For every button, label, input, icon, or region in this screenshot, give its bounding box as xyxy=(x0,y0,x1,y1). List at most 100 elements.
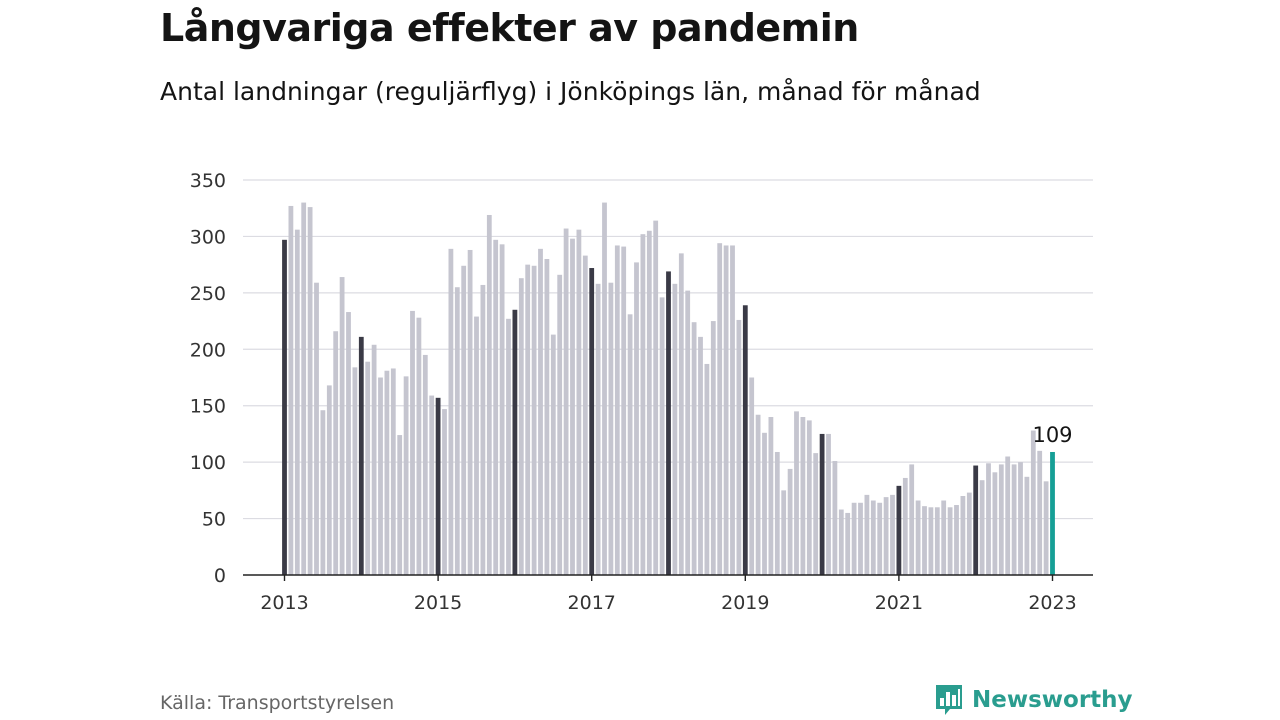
bar xyxy=(966,492,972,575)
x-tick-label: 2021 xyxy=(875,592,923,614)
bar xyxy=(410,310,415,575)
bar xyxy=(877,502,883,575)
bar xyxy=(691,322,697,575)
bar xyxy=(659,297,665,575)
bar xyxy=(870,500,876,575)
bar xyxy=(454,287,460,575)
bar xyxy=(768,417,774,575)
bar xyxy=(352,367,358,575)
bar xyxy=(538,248,543,576)
y-tick-label: 0 xyxy=(214,565,226,587)
bar xyxy=(762,432,767,575)
bar xyxy=(672,283,678,575)
bar xyxy=(941,500,947,575)
bar xyxy=(563,228,569,575)
bar xyxy=(608,282,614,575)
bar xyxy=(858,502,863,575)
bar xyxy=(998,464,1004,575)
bar xyxy=(678,253,684,575)
bar xyxy=(525,264,531,575)
bar xyxy=(1043,481,1049,575)
y-tick-label: 100 xyxy=(190,452,226,474)
bar xyxy=(570,238,575,575)
bar-january xyxy=(512,309,518,575)
newsworthy-logo[interactable]: Newsworthy xyxy=(934,684,1133,716)
bar xyxy=(646,230,652,576)
bar xyxy=(531,265,537,575)
bar xyxy=(320,410,326,575)
bar xyxy=(1018,462,1023,575)
brand-name: Newsworthy xyxy=(972,687,1133,713)
bar xyxy=(301,202,307,576)
y-tick-label: 350 xyxy=(190,170,226,192)
bar xyxy=(1024,476,1030,575)
bar xyxy=(634,262,639,575)
bar xyxy=(416,317,422,575)
bar xyxy=(992,472,998,575)
bar xyxy=(397,435,403,575)
bar xyxy=(800,417,806,575)
bar-january xyxy=(282,239,287,576)
bar xyxy=(550,334,556,575)
y-tick-label: 300 xyxy=(190,226,226,248)
bar xyxy=(832,461,838,575)
bar-chart: 0 50 100 150 200 250 300 350 2013 2015 2017 2019 202… xyxy=(190,170,1093,614)
x-tick-label: 2015 xyxy=(414,592,462,614)
bar xyxy=(826,433,831,575)
bar xyxy=(864,494,870,575)
bar-january xyxy=(896,485,902,575)
bar xyxy=(934,507,940,575)
bar xyxy=(544,259,550,575)
bar xyxy=(314,282,319,575)
bar-january xyxy=(589,268,595,575)
latest-value-label: 109 xyxy=(1032,423,1072,447)
bar xyxy=(730,245,735,575)
bar xyxy=(474,316,479,575)
bar xyxy=(326,385,332,575)
bar xyxy=(448,248,454,576)
bar xyxy=(595,283,601,575)
bar-january xyxy=(819,433,825,575)
bar xyxy=(685,290,691,575)
bar xyxy=(480,284,486,575)
bar xyxy=(781,490,787,575)
bar xyxy=(922,506,927,575)
bar xyxy=(333,331,339,575)
bar xyxy=(749,377,755,575)
bar xyxy=(902,477,908,575)
bar-january xyxy=(435,397,441,575)
chart-title: Långvariga effekter av pandemin xyxy=(160,6,859,50)
bar xyxy=(467,249,473,575)
bar xyxy=(710,321,716,575)
bar xyxy=(704,363,710,575)
x-tick-label: 2017 xyxy=(568,592,616,614)
bar xyxy=(384,370,390,575)
bar xyxy=(614,245,620,575)
chart-subtitle: Antal landningar (reguljärflyg) i Jönköp… xyxy=(160,77,981,106)
bar xyxy=(1005,456,1011,575)
bar xyxy=(493,239,499,576)
bar xyxy=(774,451,780,575)
bar xyxy=(1011,464,1017,575)
bar xyxy=(371,344,377,575)
bar xyxy=(851,502,857,575)
bar xyxy=(294,229,300,575)
bar xyxy=(787,468,793,575)
bar-january xyxy=(358,336,364,575)
bar xyxy=(838,509,844,575)
bar xyxy=(979,480,985,575)
y-tick-label: 150 xyxy=(190,396,226,418)
x-tick-label: 2013 xyxy=(260,592,308,614)
bar xyxy=(378,377,383,575)
bar xyxy=(576,229,582,575)
bar xyxy=(1030,430,1036,575)
bar xyxy=(698,336,703,575)
bar xyxy=(518,278,524,575)
bar xyxy=(986,463,991,575)
bar-january xyxy=(742,305,748,575)
bar xyxy=(653,220,659,575)
bar xyxy=(442,409,447,575)
bar xyxy=(736,319,742,575)
bar xyxy=(845,512,851,575)
bar xyxy=(806,420,812,575)
